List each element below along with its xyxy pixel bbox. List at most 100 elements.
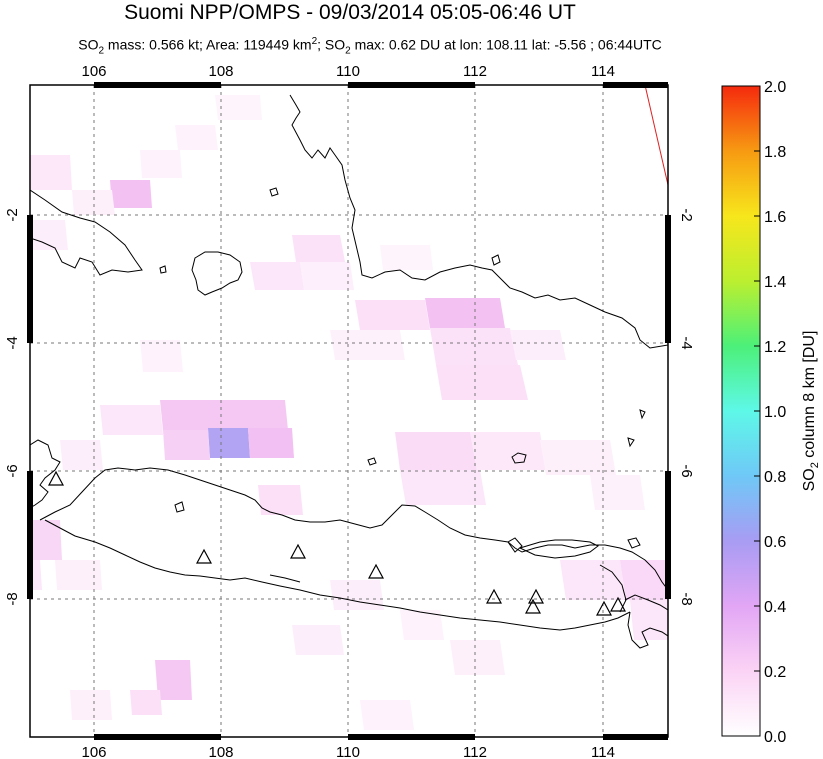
so2-pixel xyxy=(630,600,668,640)
volcano-markers xyxy=(47,470,627,616)
lon-labels-bottom: 106 108 110 112 114 xyxy=(81,744,614,759)
java-north-coast xyxy=(39,467,668,591)
volcano-icon xyxy=(47,470,65,486)
colorbar-title-part: SO xyxy=(801,468,818,491)
so2-pixel xyxy=(140,340,183,372)
lat-labels-left: -2 -4 -6 -8 xyxy=(4,208,21,605)
subtitle-text-1: SO xyxy=(78,36,99,53)
so2-pixel xyxy=(258,485,303,515)
colorbar-tick-label: 0.8 xyxy=(764,469,786,486)
lon-tick-label: 110 xyxy=(336,744,360,759)
so2-pixel xyxy=(160,400,288,430)
so2-pixel xyxy=(248,428,294,458)
so2-pixel xyxy=(450,640,505,675)
so2-pixel xyxy=(355,300,430,330)
bali-island xyxy=(624,594,668,611)
so2-pixel xyxy=(208,428,250,458)
so2-pixel xyxy=(130,690,162,715)
so2-pixel xyxy=(510,330,566,360)
volcano-icon xyxy=(609,596,627,612)
subtitle-sup-1: 2 xyxy=(311,36,318,47)
colorbar xyxy=(721,85,761,737)
colorbar-title: SO2 column 8 km [DU] xyxy=(801,331,821,492)
subtitle-text-3: ; SO xyxy=(317,36,346,53)
colorbar-tick-label: 1.0 xyxy=(764,404,786,421)
lon-tick-label: 114 xyxy=(591,744,615,759)
colorbar-tick-label: 2.0 xyxy=(764,79,786,96)
so2-pixel xyxy=(470,432,546,470)
lat-labels-right: -2 -4 -6 -8 xyxy=(678,208,695,605)
so2-pixel xyxy=(30,155,72,190)
so2-pixel xyxy=(72,190,115,215)
volcano-icon xyxy=(195,548,213,564)
colorbar-tick-label: 1.6 xyxy=(764,209,786,226)
small-island-5 xyxy=(627,437,635,448)
small-island-3 xyxy=(491,254,501,266)
map-title: Suomi NPP/OMPS - 09/03/2014 05:05-06:46 … xyxy=(124,1,576,24)
lat-tick-label: -8 xyxy=(678,592,695,605)
lat-tick-label: -6 xyxy=(4,464,21,477)
volcano-icon xyxy=(527,588,545,604)
coastlines xyxy=(30,94,668,649)
small-island-2 xyxy=(159,265,167,274)
java-east-tip xyxy=(599,564,627,613)
so2-pixel xyxy=(215,95,262,120)
lon-tick-label: 112 xyxy=(463,744,487,759)
bali-south-coast xyxy=(627,611,668,649)
so2-pixel xyxy=(300,262,354,290)
so2-pixel xyxy=(540,440,616,475)
lon-tick-label: 106 xyxy=(81,744,106,759)
colorbar-labels: 0.0 0.2 0.4 0.6 0.8 1.0 1.2 1.4 1.6 1.8 … xyxy=(764,79,786,746)
so2-pixels xyxy=(30,95,668,730)
colorbar-tick-label: 0.2 xyxy=(764,664,786,681)
lon-tick-label: 106 xyxy=(81,63,106,80)
madura-island xyxy=(518,539,599,559)
java-south-coast xyxy=(44,519,631,631)
colorbar-tick-label: 0.0 xyxy=(764,729,786,746)
lat-tick-label: -4 xyxy=(4,336,21,349)
colorbar-ticks xyxy=(754,85,760,737)
so2-pixel xyxy=(60,440,103,470)
small-island-4 xyxy=(639,409,646,420)
so2-pixel xyxy=(30,520,62,560)
so2-pixel xyxy=(395,432,477,470)
colorbar-tick-label: 0.6 xyxy=(764,534,786,551)
bawean-island xyxy=(511,452,527,464)
graticule xyxy=(30,85,668,737)
lon-labels-top: 106 108 110 112 114 xyxy=(81,63,614,80)
so2-pixel xyxy=(70,690,112,720)
sumatra-coast xyxy=(30,189,143,276)
so2-pixel xyxy=(590,475,645,510)
lat-tick-label: -2 xyxy=(4,208,21,221)
lat-tick-label: -2 xyxy=(678,208,695,221)
axis-bars xyxy=(27,82,671,740)
subtitle-sub-2: 2 xyxy=(345,45,351,57)
orbit-edge-line xyxy=(644,84,669,186)
karimunjawa xyxy=(367,457,377,466)
sumatra-south-coast xyxy=(30,439,61,509)
so2-pixel xyxy=(400,470,486,505)
lat-tick-label: -6 xyxy=(678,464,695,477)
colorbar-title-part: column 8 km [DU] xyxy=(801,331,818,463)
lon-tick-label: 110 xyxy=(336,63,360,80)
so2-pixel xyxy=(292,235,345,262)
borneo-coast xyxy=(289,94,668,349)
so2-pixel xyxy=(30,220,68,250)
small-island-1 xyxy=(269,187,279,197)
small-island-7 xyxy=(174,501,185,513)
so2-pixel xyxy=(100,405,163,435)
so2-pixel xyxy=(175,125,218,150)
java-sea-reef xyxy=(269,574,301,583)
volcano-icon xyxy=(524,598,542,614)
so2-pixel xyxy=(560,560,626,600)
so2-pixel xyxy=(400,610,444,640)
so2-pixel xyxy=(55,560,102,590)
so2-pixel xyxy=(436,365,528,400)
colorbar-tick-label: 1.8 xyxy=(764,144,786,161)
colorbar-tick-label: 0.4 xyxy=(764,599,786,616)
so2-pixel xyxy=(430,328,518,365)
so2-pixel xyxy=(330,580,384,610)
volcano-icon xyxy=(367,563,385,579)
madura-strait-box xyxy=(507,537,523,553)
